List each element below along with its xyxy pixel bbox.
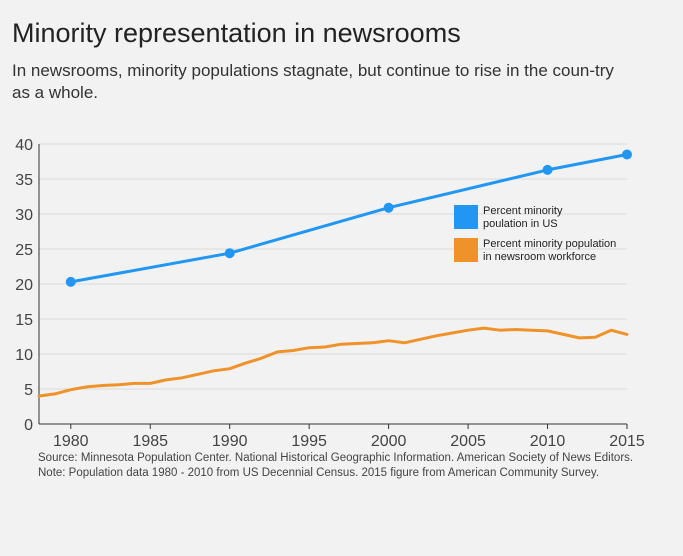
legend-label: in newsroom workforce: [483, 251, 596, 263]
x-axis: 1980 1985 1990 1995 2000 2005 2010 2015: [53, 424, 645, 450]
x-tick-label: 1980: [53, 433, 89, 450]
legend-swatch: [454, 205, 478, 229]
page-subtitle: In newsrooms, minority populations stagn…: [12, 61, 614, 102]
legend-label: Percent minority: [483, 205, 563, 217]
x-tick-label: 2015: [609, 433, 645, 450]
source-line: Source: Minnesota Population Center. Nat…: [38, 452, 634, 464]
page-title: Minority representation in newsrooms: [12, 18, 461, 48]
y-tick-label: 15: [15, 312, 33, 329]
data-point: [65, 276, 76, 287]
x-tick-label: 1990: [212, 433, 248, 450]
series-newsroom-workforce-line: [37, 326, 629, 398]
x-tick-label: 1995: [291, 433, 327, 450]
y-tick-label: 40: [15, 137, 33, 154]
y-tick-label: 20: [15, 277, 33, 294]
legend-label: poulation in US: [483, 218, 558, 230]
x-tick-label: 1985: [132, 433, 168, 450]
data-point: [622, 149, 632, 160]
data-point: [224, 248, 235, 259]
x-tick-label: 2005: [450, 433, 486, 450]
legend-label: Percent minority population: [483, 238, 616, 250]
data-point: [542, 164, 553, 175]
source-note: Source: Minnesota Population Center. Nat…: [38, 451, 678, 481]
x-tick-label: 2010: [530, 433, 566, 450]
y-tick-label: 25: [15, 242, 33, 259]
y-axis: 0 5 10 15 20 25 30 35 40: [15, 137, 33, 434]
legend-swatch: [454, 238, 478, 262]
y-tick-label: 30: [15, 207, 33, 224]
y-tick-label: 10: [15, 347, 33, 364]
note-line: Note: Population data 1980 - 2010 from U…: [38, 467, 600, 479]
data-point: [383, 202, 394, 213]
y-tick-label: 5: [24, 382, 33, 399]
y-tick-label: 0: [24, 417, 33, 434]
grid: [38, 143, 627, 425]
x-tick-label: 2000: [371, 433, 407, 450]
series-group: [37, 149, 632, 398]
y-tick-label: 35: [15, 172, 33, 189]
